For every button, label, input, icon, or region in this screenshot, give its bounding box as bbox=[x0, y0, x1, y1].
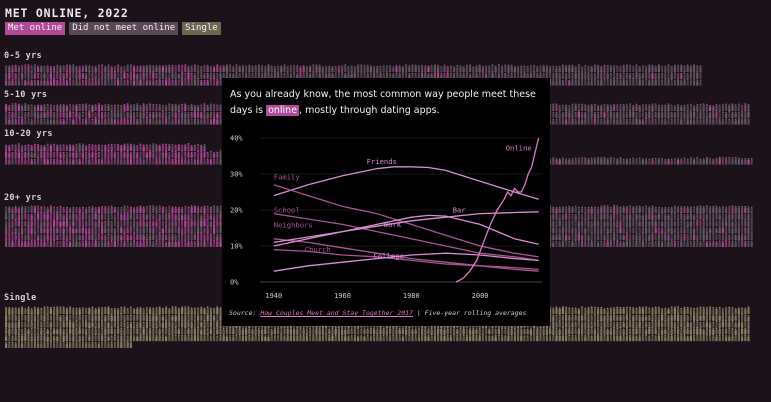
source-prefix: Source: bbox=[229, 309, 261, 317]
source-suffix: | Five-year rolling averages bbox=[412, 309, 527, 317]
page-title: MET ONLINE, 2022 bbox=[5, 6, 129, 20]
series-line-school bbox=[273, 212, 539, 262]
series-label-friends: Friends bbox=[367, 157, 397, 166]
crowd-row bbox=[5, 340, 132, 348]
info-panel: As you already know, the most common way… bbox=[222, 78, 550, 326]
series-line-neighbors bbox=[273, 238, 539, 272]
series-label-neighbors: Neighbors bbox=[274, 220, 313, 229]
x-tick-label: 1940 bbox=[265, 292, 282, 300]
x-tick-label: 1980 bbox=[403, 292, 420, 300]
x-tick-label: 2000 bbox=[472, 292, 489, 300]
y-tick-label: 0% bbox=[230, 279, 239, 287]
series-label-work: Work bbox=[384, 220, 402, 229]
series-label-church: Church bbox=[305, 245, 331, 254]
crowd-row bbox=[5, 70, 702, 79]
source-note: Source: How Couples Meet and Stay Togeth… bbox=[229, 309, 526, 317]
intro-after: , mostly through dating apps. bbox=[299, 105, 440, 116]
series-line-online bbox=[455, 137, 540, 283]
legend-met-online: Met online bbox=[5, 22, 66, 35]
series-label-college: College bbox=[373, 252, 403, 261]
group-label-5-10: 5-10 yrs bbox=[4, 90, 48, 100]
intro-highlight: online bbox=[266, 105, 300, 116]
line-chart: 0% 10% 20% 30% 40% 1940 1960 1980 2000 Friends Fam… bbox=[230, 135, 542, 300]
series-line-work bbox=[273, 214, 539, 247]
y-tick-label: 20% bbox=[230, 207, 243, 215]
crowd-row bbox=[5, 326, 750, 335]
series-line-family bbox=[273, 184, 539, 258]
series-label-family: Family bbox=[274, 172, 301, 181]
group-label-10-20: 10-20 yrs bbox=[4, 129, 53, 139]
series-label-school: School bbox=[274, 206, 300, 215]
legend-single: Single bbox=[182, 22, 221, 35]
series-line-bar bbox=[273, 211, 539, 244]
source-link[interactable]: How Couples Meet and Stay Together 2017 bbox=[260, 309, 413, 317]
series-label-bar: Bar bbox=[453, 206, 467, 215]
series-line-friends bbox=[273, 166, 539, 200]
group-label-single: Single bbox=[4, 293, 37, 303]
x-tick-label: 1960 bbox=[334, 292, 351, 300]
legend: Met online Did not meet online Single bbox=[5, 22, 221, 35]
crowd-row bbox=[5, 143, 206, 151]
y-tick-label: 30% bbox=[230, 171, 243, 179]
legend-did-not-meet-online: Did not meet online bbox=[69, 22, 179, 35]
group-label-20-plus: 20+ yrs bbox=[4, 193, 42, 203]
y-tick-label: 10% bbox=[230, 243, 243, 251]
crowd-row bbox=[5, 64, 702, 72]
series-line-church bbox=[273, 248, 539, 271]
series-line-college bbox=[273, 252, 539, 272]
series-label-online: Online bbox=[506, 144, 532, 153]
y-tick-label: 40% bbox=[230, 135, 243, 143]
intro-before: As you already know, the most common way… bbox=[230, 89, 536, 116]
intro-text: As you already know, the most common way… bbox=[230, 87, 548, 119]
crowd-row bbox=[5, 333, 750, 342]
group-label-0-5: 0-5 yrs bbox=[4, 51, 42, 61]
